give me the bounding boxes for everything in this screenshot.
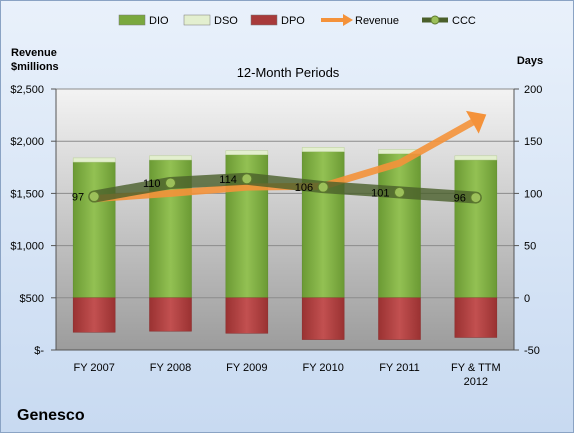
ccc-point — [165, 177, 176, 189]
legend-label-revenue: Revenue — [355, 15, 399, 27]
ccc-data-label: 96 — [454, 193, 466, 205]
x-tick-label: FY 2011 — [379, 362, 420, 374]
left-tick-label: $1,000 — [10, 241, 44, 253]
legend-swatch-dso — [183, 14, 211, 26]
dso-bar — [149, 155, 192, 161]
ccc-line-path — [88, 172, 482, 204]
x-tick-label: FY 2010 — [302, 362, 343, 374]
right-tick-label: 100 — [524, 188, 542, 200]
x-tick-label: FY 2009 — [226, 362, 267, 374]
dso-bar — [454, 155, 498, 161]
ccc-data-label: 110 — [143, 178, 161, 190]
legend-swatch-dpo — [250, 14, 278, 26]
legend-arrowhead-revenue — [343, 14, 353, 26]
ccc-data-label: 97 — [72, 192, 84, 204]
left-axis-title-line2: $millions — [11, 61, 59, 73]
chart-title: 12-Month Periods — [237, 65, 340, 80]
ccc-point — [394, 186, 405, 198]
dio-bar — [454, 159, 498, 299]
dso-bar — [301, 147, 345, 152]
x-tick-label: 2012 — [464, 376, 488, 388]
ccc-point — [317, 181, 329, 193]
ccc-point — [241, 173, 253, 185]
right-tick-label: 200 — [524, 84, 542, 96]
x-tick-label: FY 2008 — [150, 362, 191, 374]
ccc-data-label: 114 — [219, 174, 237, 186]
ccc-line: 97 110 114 106 101 96 — [72, 172, 482, 205]
ccc-data-label: 106 — [295, 182, 313, 194]
right-tick-label: 50 — [524, 241, 536, 253]
dpo-bar — [149, 297, 192, 332]
legend-marker-ccc — [430, 15, 440, 25]
left-axis-title-line1: Revenue — [11, 47, 57, 59]
dio-bar — [72, 161, 116, 299]
x-tick-label: FY 2007 — [73, 362, 114, 374]
legend-label-dso: DSO — [214, 15, 238, 27]
right-tick-label: -50 — [524, 345, 540, 357]
right-tick-label: 150 — [524, 136, 542, 148]
revenue-arrowhead — [465, 110, 487, 134]
ccc-data-label: 101 — [371, 187, 389, 199]
x-tick-label: FY & TTM — [451, 362, 501, 374]
legend-swatch-dio — [118, 14, 146, 26]
left-tick-label: $2,000 — [10, 136, 44, 148]
dpo-bar — [454, 297, 498, 338]
dso-bar — [72, 157, 116, 163]
axes: $- $500 $1,000 $1,500 $2,000 $2,500 -50 0 50 100 1… — [10, 84, 542, 388]
left-tick-label: $- — [34, 345, 44, 357]
dso-bar — [225, 150, 269, 156]
company-name: Genesco — [17, 407, 85, 424]
legend: DIO DSO DPO Revenue CCC — [118, 14, 476, 27]
left-tick-label: $2,500 — [10, 84, 44, 96]
plot-area — [56, 89, 514, 350]
dpo-bar — [301, 297, 345, 340]
dpo-bar — [225, 297, 269, 334]
right-axis-title: Days — [517, 55, 543, 67]
dpo-bar — [72, 297, 116, 333]
ccc-point — [470, 192, 482, 204]
dio-bar — [378, 153, 421, 299]
ccc-point — [88, 191, 100, 203]
dpo-bar — [378, 297, 421, 340]
left-tick-label: $500 — [20, 293, 44, 305]
legend-label-ccc: CCC — [452, 15, 476, 27]
dio-bar — [301, 151, 345, 299]
left-tick-label: $1,500 — [10, 188, 44, 200]
legend-label-dio: DIO — [149, 15, 169, 27]
legend-label-dpo: DPO — [281, 15, 305, 27]
right-tick-label: 0 — [524, 293, 530, 305]
